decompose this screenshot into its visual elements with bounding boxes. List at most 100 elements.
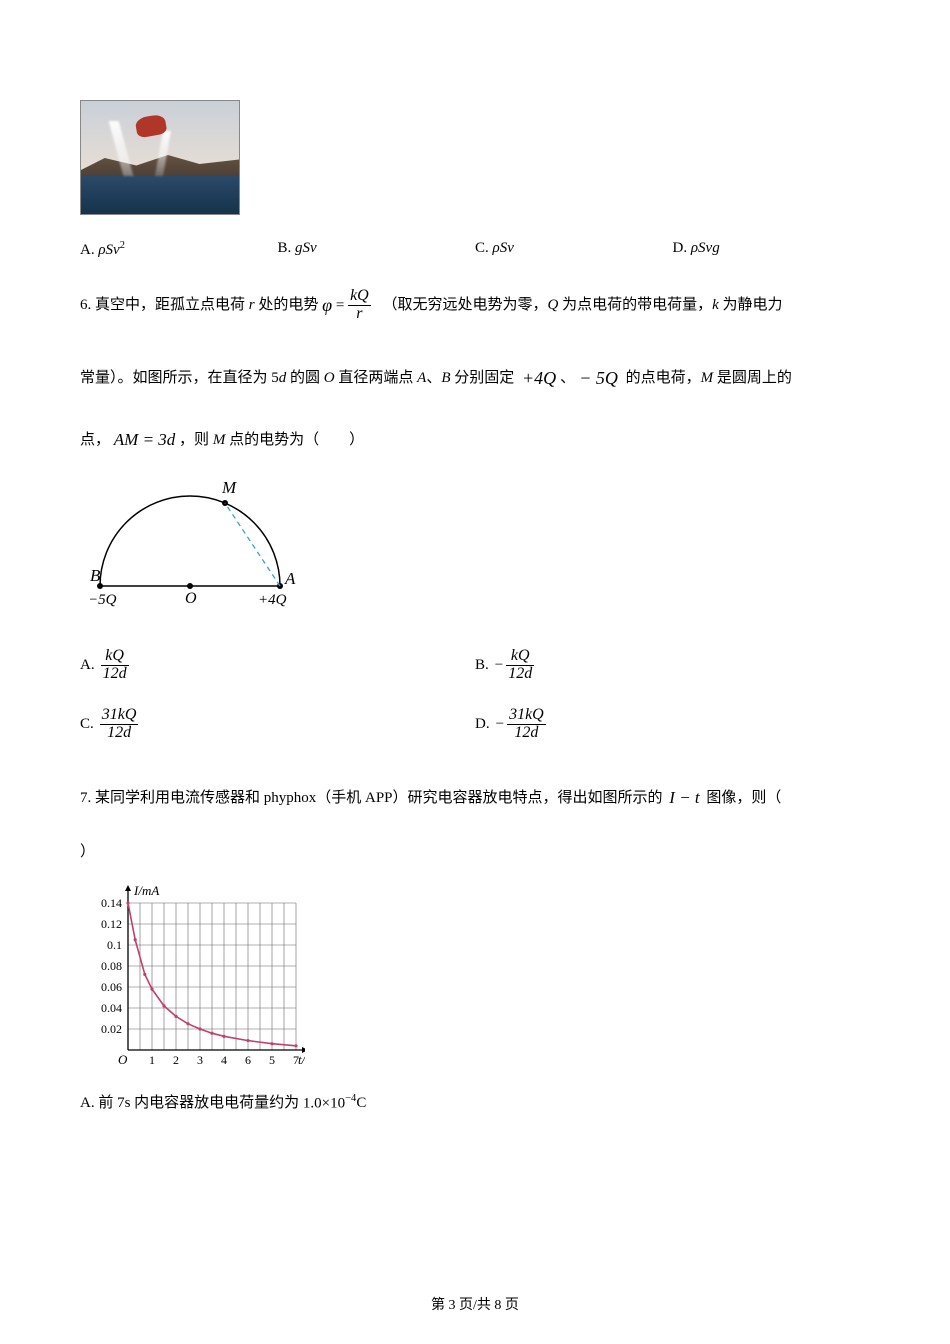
var-It: I − t — [669, 788, 699, 807]
var-k: k — [712, 297, 719, 313]
q6-line2: 常量）。如图所示，在直径为 5d 的圆 O 直径两端点 A、B 分别固定 +4Q… — [80, 357, 870, 400]
label-B-charge: −5Q — [90, 592, 117, 608]
frac-den: 12d — [507, 725, 546, 742]
q6-text: 处的电势 — [255, 297, 319, 313]
frac-den: 12d — [506, 666, 534, 683]
choice-B: B. − kQ12d — [475, 636, 870, 695]
page-footer: 第 3 页/共 8 页 — [0, 1294, 950, 1314]
q6-text: 、 — [426, 370, 441, 386]
svg-text:t/s: t/s — [298, 1052, 305, 1067]
eq-3d: = 3d — [138, 430, 175, 449]
eq-sign: = — [332, 298, 348, 314]
svg-text:O: O — [118, 1052, 128, 1067]
frac-den: r — [348, 306, 371, 323]
var-Q: Q — [547, 297, 558, 313]
frac-den: 12d — [101, 666, 129, 683]
q5-choices: A. ρSv2 B. gSv C. ρSv D. ρSvg — [80, 240, 870, 259]
choice-B-text: gSv — [295, 240, 317, 256]
q6-text: 的点电荷， — [626, 370, 701, 386]
var-O: O — [324, 370, 335, 386]
line-AM — [225, 503, 280, 586]
q6-text: （取无穷远处电势为零， — [382, 297, 547, 313]
q6-text: 分别固定 — [451, 370, 515, 386]
charge-plus4Q: +4Q — [522, 368, 556, 388]
frac-den: 12d — [100, 725, 139, 742]
q6-diagram: M B A O −5Q +4Q — [90, 471, 300, 621]
choice-A: A. kQ12d — [80, 636, 475, 695]
svg-text:4: 4 — [221, 1053, 227, 1067]
var-B: B — [441, 370, 450, 386]
frac-num: 31kQ — [100, 707, 139, 725]
q7-line1: 7. 某同学利用电流传感器和 phyphox（手机 APP）研究电容器放电特点，… — [80, 778, 870, 819]
q6-text: ） — [349, 432, 364, 448]
svg-text:0.1: 0.1 — [107, 938, 122, 952]
q6-text: ，则 — [179, 432, 213, 448]
label-A-charge: +4Q — [258, 592, 287, 608]
choice-C: C. ρSv — [475, 240, 673, 259]
q6-text: 的圆 — [286, 370, 324, 386]
charge-minus5Q: − 5Q — [579, 368, 618, 388]
svg-text:5: 5 — [269, 1053, 275, 1067]
frac-num: kQ — [101, 648, 129, 666]
q6-text: 为点电荷的带电荷量， — [558, 297, 712, 313]
label-A: A — [284, 569, 296, 588]
photo-water — [81, 176, 239, 214]
q5-photo — [80, 100, 240, 215]
q6-text: 是圆周上的 — [713, 370, 792, 386]
frac-kQ-r: kQr — [348, 288, 371, 323]
svg-text:6: 6 — [245, 1053, 251, 1067]
choice-C: C. 31kQ12d — [80, 695, 475, 754]
q7-text: 图像，则（ — [706, 790, 781, 806]
val: 1.0×10 — [303, 1096, 345, 1112]
var-AM: AM — [114, 430, 139, 449]
q6-line1: 6. 真空中，距孤立点电荷 r 处的电势 φ = kQr （取无穷远处电势为零，… — [80, 284, 870, 327]
q6-text: 点的电势为（ — [225, 432, 319, 448]
svg-text:0.02: 0.02 — [101, 1022, 122, 1036]
choice-B: B. gSv — [278, 240, 476, 259]
footer-text: 第 3 页/共 8 页 — [431, 1298, 519, 1313]
label-M: M — [221, 478, 237, 497]
label-O: O — [185, 590, 197, 607]
q6-svg: M B A O −5Q +4Q — [90, 471, 300, 621]
q6-text: 点， — [80, 432, 110, 448]
var-phi: φ — [322, 295, 332, 315]
q6-text: 常量）。如图所示，在直径为 5 — [80, 370, 279, 386]
svg-text:I/mA: I/mA — [133, 883, 159, 898]
svg-text:0.04: 0.04 — [101, 1001, 122, 1015]
frac-num: 31kQ — [507, 707, 546, 725]
q6-text: 为静电力 — [719, 297, 783, 313]
q6-text: 6. 真空中，距孤立点电荷 — [80, 297, 249, 313]
var-A: A — [417, 370, 426, 386]
q7-chart-svg: 0.020.040.060.080.10.120.141234657OI/mAt… — [80, 880, 305, 1075]
q7-choice-A: A. 前 7s 内电容器放电电荷量约为 1.0×10−4C — [80, 1085, 870, 1122]
choice-D: D. − 31kQ12d — [475, 695, 870, 754]
label-B: B — [90, 566, 101, 585]
svg-text:0.12: 0.12 — [101, 917, 122, 931]
svg-text:1: 1 — [149, 1053, 155, 1067]
svg-text:0.06: 0.06 — [101, 980, 122, 994]
q7-text: 7. 某同学利用电流传感器和 phyphox（手机 APP）研究电容器放电特点，… — [80, 790, 663, 806]
frac-num: kQ — [348, 288, 371, 306]
exp: −4 — [345, 1093, 356, 1104]
q7-chart: 0.020.040.060.080.10.120.141234657OI/mAt… — [80, 880, 305, 1075]
svg-text:0.08: 0.08 — [101, 959, 122, 973]
q6-choices: A. kQ12d B. − kQ12d C. 31kQ12d D. − 31kQ… — [80, 636, 870, 753]
var-M: M — [213, 432, 226, 448]
svg-text:0.14: 0.14 — [101, 896, 122, 910]
svg-text:2: 2 — [173, 1053, 179, 1067]
page: A. ρSv2 B. gSv C. ρSv D. ρSvg 6. 真空中，距孤立… — [0, 0, 950, 1344]
choice-A: A. ρSv2 — [80, 240, 278, 259]
q6-text: 直径两端点 — [335, 370, 418, 386]
sep: 、 — [560, 370, 575, 386]
point-O — [187, 583, 193, 589]
choice-C-text: ρSv — [493, 240, 514, 256]
q6-line3: 点， AM = 3d ，则 M 点的电势为（ ） — [80, 420, 870, 461]
q7-text: ） — [80, 844, 95, 860]
frac-num: kQ — [506, 648, 534, 666]
var-M: M — [701, 370, 714, 386]
unit: C — [356, 1095, 366, 1111]
semicircle-arc — [100, 496, 280, 586]
choice-D: D. ρSvg — [673, 240, 871, 259]
q7-text: A. 前 7s 内电容器放电电荷量约为 — [80, 1095, 299, 1111]
q7-line1b: ） — [80, 834, 870, 870]
